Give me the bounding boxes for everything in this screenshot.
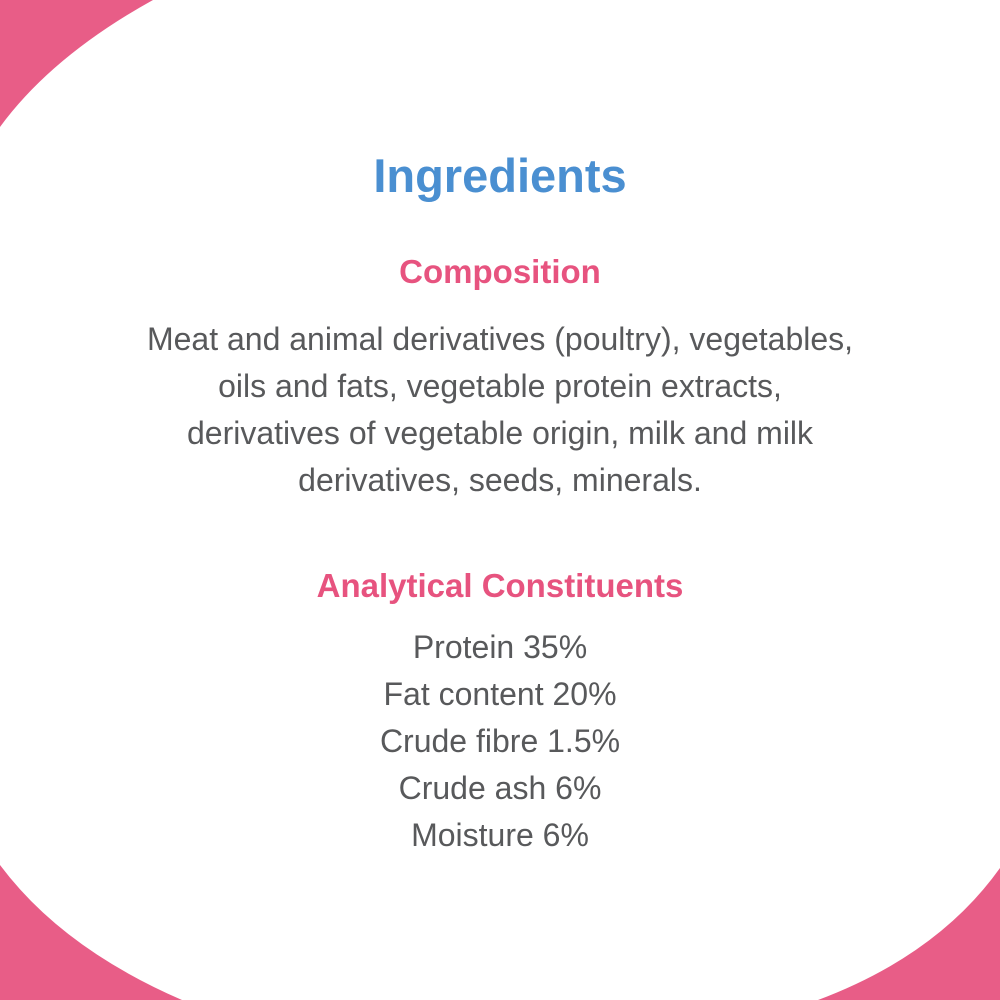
composition-body-line: derivatives, seeds, minerals. xyxy=(298,462,702,498)
composition-body-line: oils and fats, vegetable protein extract… xyxy=(218,368,782,404)
composition-body: Meat and animal derivatives (poultry), v… xyxy=(0,316,1000,504)
analytical-constituents-section: Analytical Constituents Protein 35% Fat … xyxy=(0,566,1000,859)
page-title: Ingredients xyxy=(373,149,627,202)
analytical-constituents-list: Protein 35% Fat content 20% Crude fibre … xyxy=(0,624,1000,859)
corner-accent-top-left-icon xyxy=(0,0,153,127)
corner-accent-bottom-right-icon xyxy=(818,868,1000,1000)
composition-heading: Composition xyxy=(399,253,601,290)
analytical-item-moisture: Moisture 6% xyxy=(411,817,589,853)
composition-section: Composition Meat and animal derivatives … xyxy=(0,252,1000,504)
composition-body-line: derivatives of vegetable origin, milk an… xyxy=(186,415,814,451)
analytical-item-protein: Protein 35% xyxy=(412,629,588,665)
analytical-item-fat-content: Fat content 20% xyxy=(383,676,617,712)
analytical-item-crude-fibre: Crude fibre 1.5% xyxy=(379,723,621,759)
composition-body-line: Meat and animal derivatives (poultry), v… xyxy=(146,321,854,357)
analytical-item-crude-ash: Crude ash 6% xyxy=(398,770,602,806)
corner-accent-bottom-left-icon xyxy=(0,865,182,1000)
analytical-constituents-heading: Analytical Constituents xyxy=(316,567,684,604)
content-area: Ingredients Composition Meat and animal … xyxy=(0,148,1000,859)
